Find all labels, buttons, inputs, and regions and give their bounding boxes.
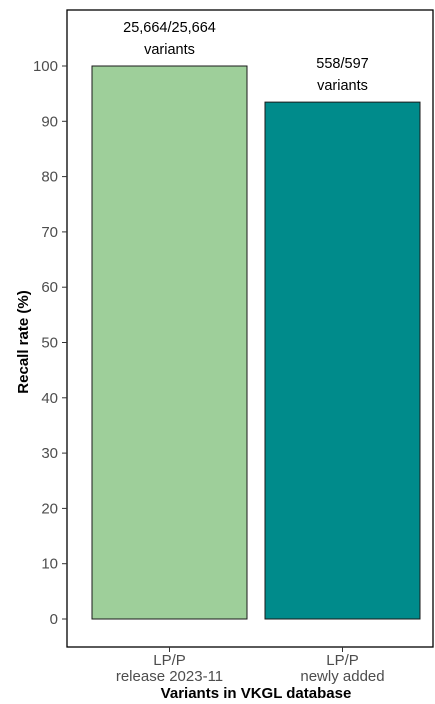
y-tick-label: 100	[33, 58, 58, 75]
y-tick-label: 90	[41, 113, 58, 130]
y-tick-label: 70	[41, 224, 58, 241]
bar-data-label: variants	[317, 78, 368, 94]
y-axis-title: Recall rate (%)	[15, 290, 32, 393]
y-tick-label: 50	[41, 335, 58, 352]
y-tick-label: 10	[41, 556, 58, 573]
bar-data-label: variants	[144, 42, 195, 58]
bar-data-label: 25,664/25,664	[123, 20, 216, 36]
bar	[264, 101, 421, 620]
y-tick-label: 20	[41, 500, 58, 517]
y-tick-label: 40	[41, 390, 58, 407]
y-axis: 0 10 20 30 40 50 60 70 80 90 100	[33, 58, 67, 628]
y-tick-label: 80	[41, 169, 58, 186]
panel-border	[66, 9, 434, 648]
x-tick-label: newly added	[300, 668, 384, 685]
x-tick-label: LP/P	[326, 652, 359, 669]
x-tick-label: LP/P	[153, 652, 186, 669]
x-tick-label: release 2023-11	[116, 668, 223, 685]
y-tick-label: 60	[41, 279, 58, 296]
bars	[91, 65, 421, 620]
bar-data-label: 558/597	[316, 56, 368, 72]
data-labels: 25,664/25,664 variants 558/597 variants	[123, 20, 369, 94]
y-tick-label: 0	[50, 611, 58, 628]
bar	[91, 65, 248, 620]
y-tick-label: 30	[41, 445, 58, 462]
x-axis-title: Variants in VKGL database	[161, 685, 352, 702]
